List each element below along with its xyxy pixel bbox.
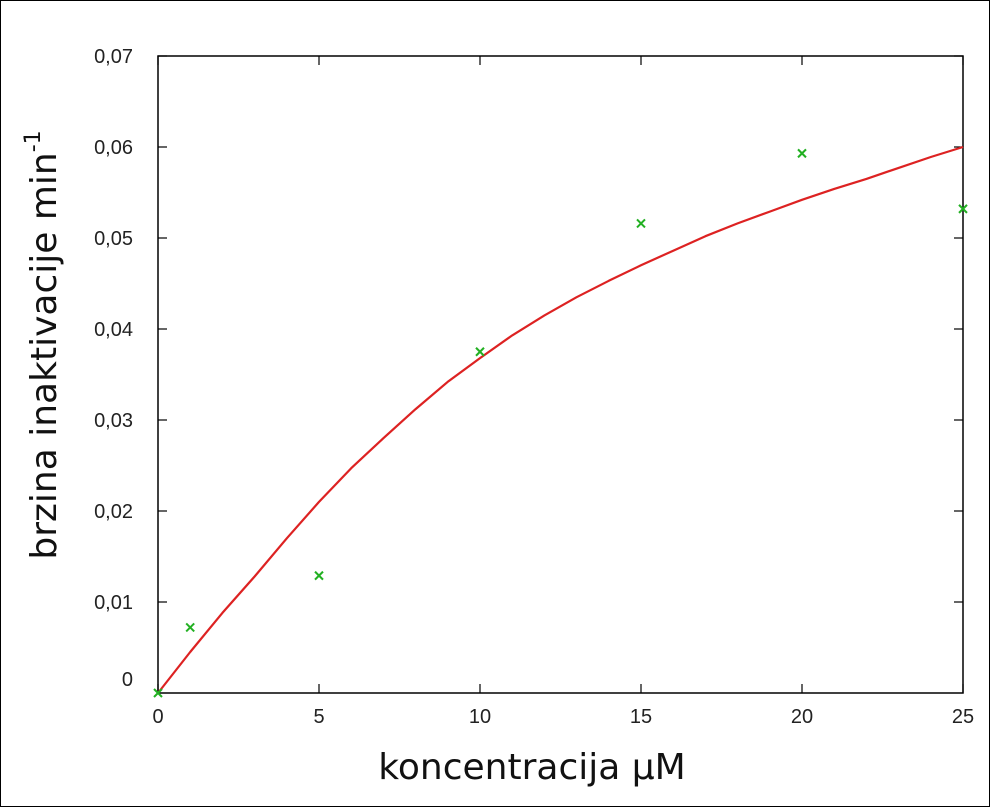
fit-curve bbox=[157, 145, 964, 694]
y-tick-labels: 0 0,01 0,02 0,03 0,04 0,05 0,06 0,07 bbox=[94, 46, 133, 691]
x-axis-title: koncentracija µM bbox=[378, 747, 685, 788]
y-tick-label: 0,03 bbox=[94, 410, 133, 432]
y-tick-label: 0,04 bbox=[94, 319, 133, 341]
data-point bbox=[153, 688, 163, 698]
y-tick-label: 0,05 bbox=[94, 228, 133, 250]
x-tick-label: 20 bbox=[791, 706, 813, 728]
x-tick-label: 5 bbox=[313, 706, 324, 728]
data-point bbox=[636, 218, 646, 229]
data-point bbox=[314, 570, 324, 581]
y-tick-label: 0 bbox=[122, 669, 133, 691]
y-tick-label: 0,06 bbox=[94, 137, 133, 159]
data-point bbox=[797, 148, 807, 159]
y-tick-label: 0,01 bbox=[94, 592, 133, 614]
x-tick-label: 10 bbox=[469, 706, 491, 728]
x-tick-label: 25 bbox=[952, 706, 974, 728]
data-point bbox=[185, 622, 195, 633]
y-axis-title-main: brzina inaktivacije min bbox=[24, 152, 65, 559]
y-axis-title: brzina inaktivacije min-1 bbox=[21, 130, 65, 559]
y-tick-label: 0,02 bbox=[94, 501, 133, 523]
x-tick-label: 15 bbox=[630, 706, 652, 728]
tick-marks bbox=[157, 55, 964, 693]
x-tick-label: 0 bbox=[152, 706, 163, 728]
data-points-group bbox=[153, 148, 968, 698]
fit-curve-group bbox=[157, 145, 964, 694]
plot-area bbox=[157, 55, 964, 694]
x-tick-labels: 0 5 10 15 20 25 bbox=[152, 706, 974, 728]
y-tick-label: 0,07 bbox=[94, 46, 133, 68]
y-axis-title-superscript: -1 bbox=[21, 130, 46, 152]
data-point bbox=[958, 204, 968, 214]
data-point bbox=[475, 347, 485, 357]
